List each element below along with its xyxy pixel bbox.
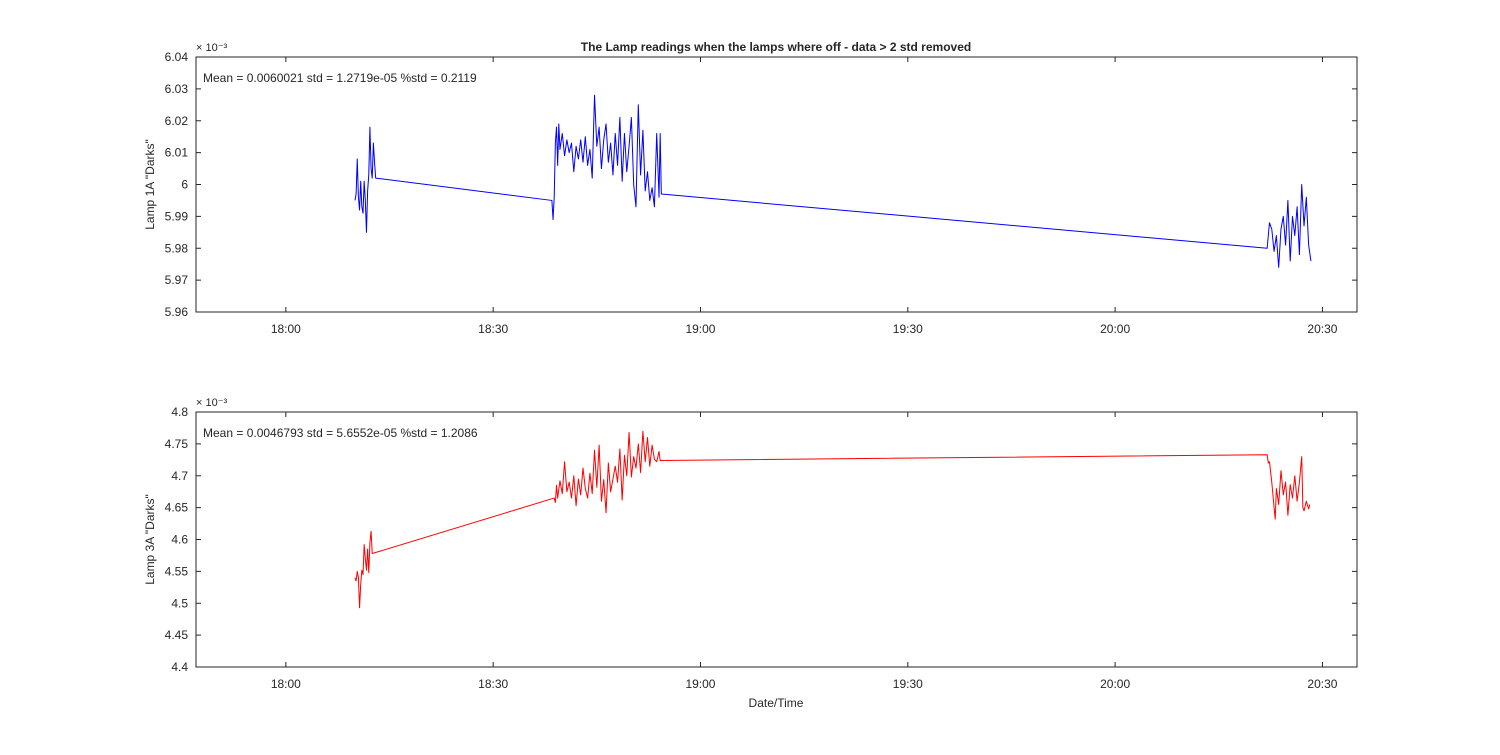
x-tick-label: 19:00 — [685, 322, 715, 336]
x-tick-label: 20:30 — [1307, 322, 1337, 336]
x-tick-label: 20:00 — [1100, 677, 1130, 691]
y-tick-label: 4.8 — [171, 405, 188, 419]
series-group-1 — [354, 94, 1312, 268]
y-tick-label: 6.01 — [165, 146, 189, 160]
y-tick-label: 5.97 — [165, 273, 189, 287]
x-tick-label: 18:00 — [271, 322, 301, 336]
y-ticks-2: 4.4 4.45 4.5 4.55 4.6 4.65 4.7 4.75 4.8 — [165, 405, 1357, 674]
y-tick-label: 4.45 — [165, 628, 189, 642]
y-tick-label: 4.65 — [165, 501, 189, 515]
y-tick-label: 4.7 — [171, 469, 188, 483]
x-ticks-2: 18:00 18:30 19:00 19:30 20:00 20:30 — [271, 412, 1338, 691]
y-tick-label: 6.03 — [165, 82, 189, 96]
x-tick-label: 18:30 — [478, 322, 508, 336]
subplot-lamp-3a: × 10⁻³ Mean = 0.0046793 std = 5.6552e-05… — [143, 397, 1358, 691]
y-tick-label: 5.99 — [165, 209, 189, 223]
y-tick-label: 6 — [181, 178, 188, 192]
chart-title: The Lamp readings when the lamps where o… — [581, 40, 971, 54]
y-axis-label-2: Lamp 3A "Darks" — [143, 494, 157, 585]
stats-annotation-1: Mean = 0.0060021 std = 1.2719e-05 %std =… — [203, 71, 477, 85]
x-tick-label: 20:00 — [1100, 322, 1130, 336]
y-tick-label: 6.02 — [165, 114, 189, 128]
y-tick-label: 4.4 — [171, 660, 188, 674]
y-exponent-label-2: × 10⁻³ — [196, 397, 228, 409]
series-line — [354, 94, 1312, 268]
stats-annotation-2: Mean = 0.0046793 std = 5.6552e-05 %std =… — [203, 426, 478, 440]
y-exponent-label-1: × 10⁻³ — [196, 42, 228, 54]
y-axis-label-1: Lamp 1A "Darks" — [143, 139, 157, 230]
y-tick-label: 5.98 — [165, 241, 189, 255]
x-ticks-1: 18:00 18:30 19:00 19:30 20:00 20:30 — [271, 57, 1338, 336]
y-tick-label: 4.6 — [171, 533, 188, 547]
x-axis-label: Date/Time — [749, 696, 804, 710]
x-tick-label: 19:30 — [893, 322, 923, 336]
y-ticks-1: 5.96 5.97 5.98 5.99 6 6.01 6.02 6.03 6.04 — [165, 50, 1357, 319]
x-tick-label: 18:30 — [478, 677, 508, 691]
x-tick-label: 20:30 — [1307, 677, 1337, 691]
y-tick-label: 4.5 — [171, 596, 188, 610]
x-tick-label: 19:00 — [685, 677, 715, 691]
x-tick-label: 19:30 — [893, 677, 923, 691]
y-tick-label: 5.96 — [165, 305, 189, 319]
series-group-2 — [354, 430, 1311, 609]
plot-area-2 — [195, 411, 1358, 668]
subplot-lamp-1a: The Lamp readings when the lamps where o… — [143, 40, 1358, 336]
x-tick-label: 18:00 — [271, 677, 301, 691]
plot-area-1 — [195, 56, 1358, 313]
series-line — [354, 430, 1311, 609]
y-tick-label: 6.04 — [165, 50, 189, 64]
y-tick-label: 4.55 — [165, 564, 189, 578]
y-tick-label: 4.75 — [165, 437, 189, 451]
